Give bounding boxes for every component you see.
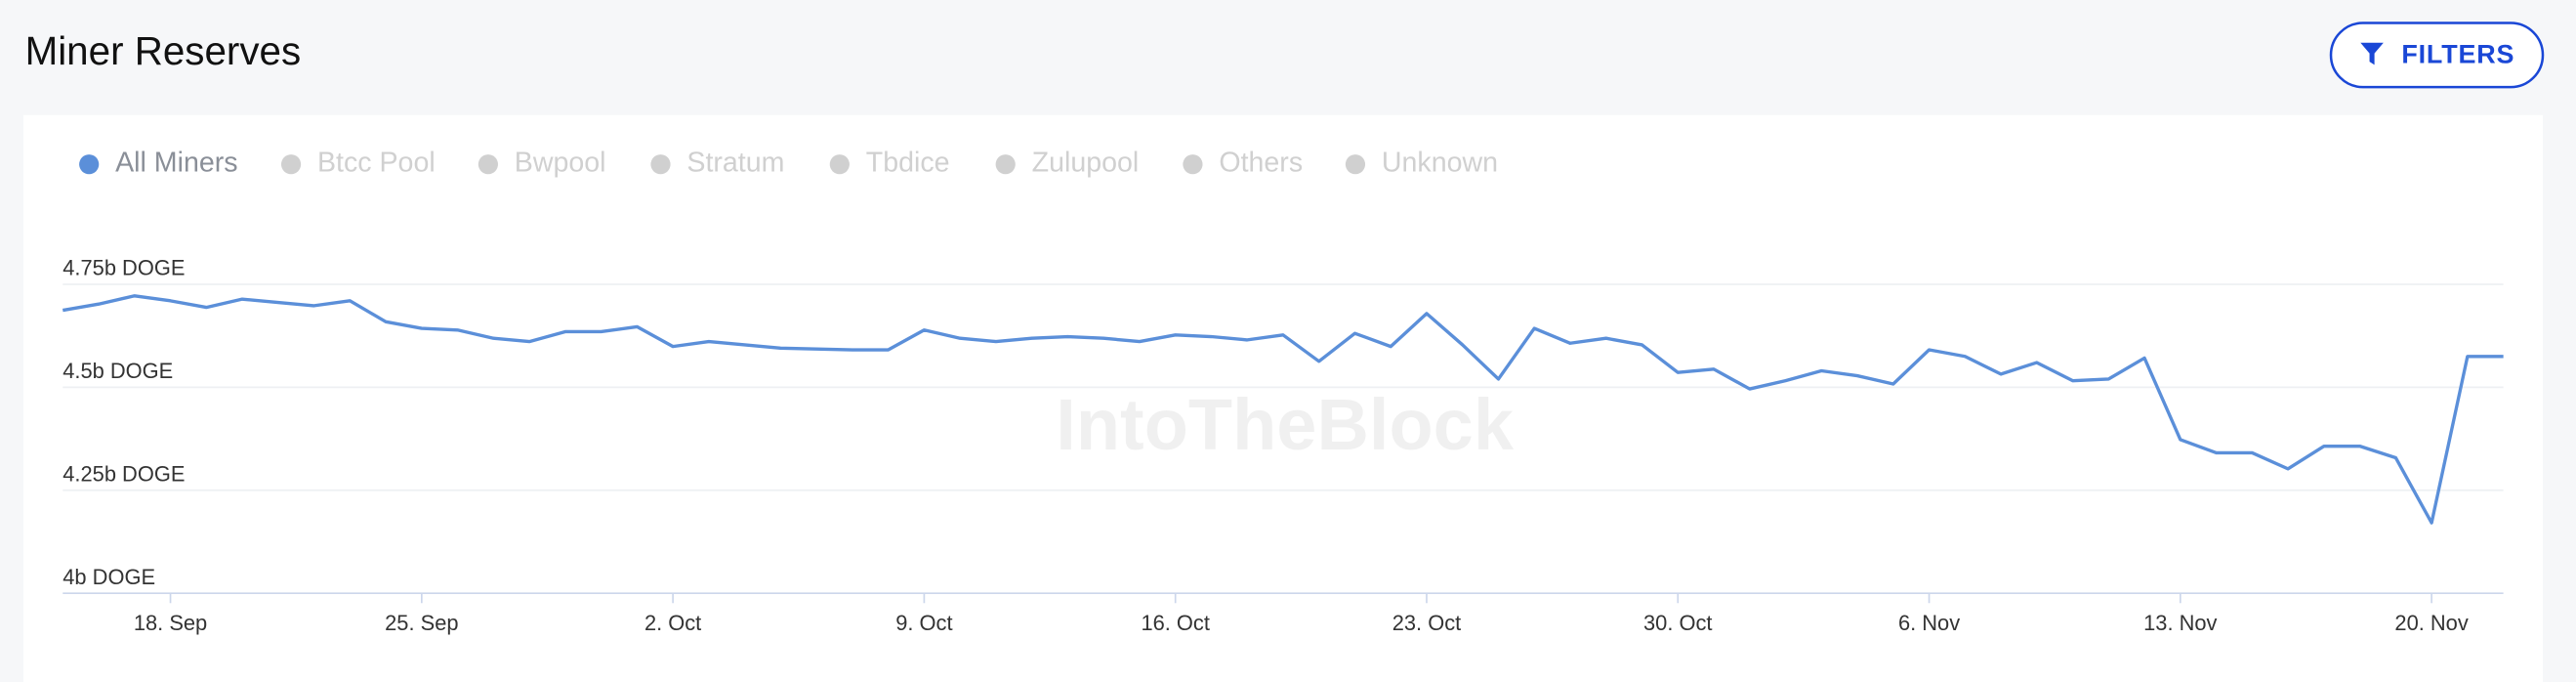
series-line	[62, 294, 2504, 525]
legend-label: Tbdice	[866, 148, 950, 179]
legend-dot	[829, 154, 850, 175]
y-tick-label: 4.75b DOGE	[62, 256, 185, 280]
legend-item[interactable]: Zulupool	[995, 148, 1140, 179]
legend-label: All Miners	[115, 148, 237, 179]
filter-icon	[2360, 42, 2384, 65]
y-tick-label: 4.5b DOGE	[62, 359, 173, 383]
legend-dot	[478, 154, 498, 175]
legend-item[interactable]: Tbdice	[829, 148, 950, 179]
x-tick-label: 13. Nov	[2143, 611, 2217, 635]
x-tick-label: 2. Oct	[644, 611, 701, 635]
legend-dot	[650, 154, 671, 175]
legend-label: Bwpool	[515, 148, 606, 179]
legend-label: Stratum	[686, 148, 784, 179]
plot: IntoTheBlock All Miners Btcc Pool Bwpool Str…	[62, 148, 2504, 635]
y-tick-label: 4.25b DOGE	[62, 461, 185, 486]
x-tick-label: 20. Nov	[2394, 611, 2468, 635]
button-label: FILTERS	[2401, 39, 2514, 68]
legend-dot	[1183, 154, 1203, 175]
x-tick-label: 25. Sep	[385, 611, 458, 635]
x-tick-label: 23. Oct	[1392, 611, 1461, 635]
legend-item[interactable]: Unknown	[1345, 148, 1498, 179]
x-tick-label: 6. Nov	[1898, 611, 1960, 635]
watermark: IntoTheBlock	[1056, 384, 1515, 465]
legend-item[interactable]: Bwpool	[478, 148, 606, 179]
x-tick-label: 18. Sep	[134, 611, 207, 635]
x-tick-label: 16. Oct	[1141, 611, 1209, 635]
legend-item[interactable]: Stratum	[650, 148, 784, 179]
legend-label: Zulupool	[1032, 148, 1140, 179]
legend-dot	[1345, 154, 1366, 175]
legend-dot	[79, 154, 100, 175]
x-tick-label: 9. Oct	[895, 611, 952, 635]
legend-item[interactable]: All Miners	[79, 148, 238, 179]
y-tick-label: 4b DOGE	[62, 565, 155, 589]
legend-item[interactable]: Others	[1183, 148, 1303, 179]
x-tick-label: 30. Oct	[1643, 611, 1712, 635]
legend-dot	[280, 154, 302, 175]
button-outline	[2329, 21, 2545, 89]
legend-label: Others	[1219, 148, 1303, 179]
legend-label: Btcc Pool	[317, 148, 436, 179]
legend-dot	[995, 154, 1016, 175]
filters-button[interactable]: FILTERS	[2329, 21, 2545, 89]
legend-item[interactable]: Btcc Pool	[280, 148, 436, 179]
legend-label: Unknown	[1382, 148, 1498, 179]
page-title: Miner Reserves	[25, 28, 302, 73]
chart-card	[22, 114, 2543, 682]
